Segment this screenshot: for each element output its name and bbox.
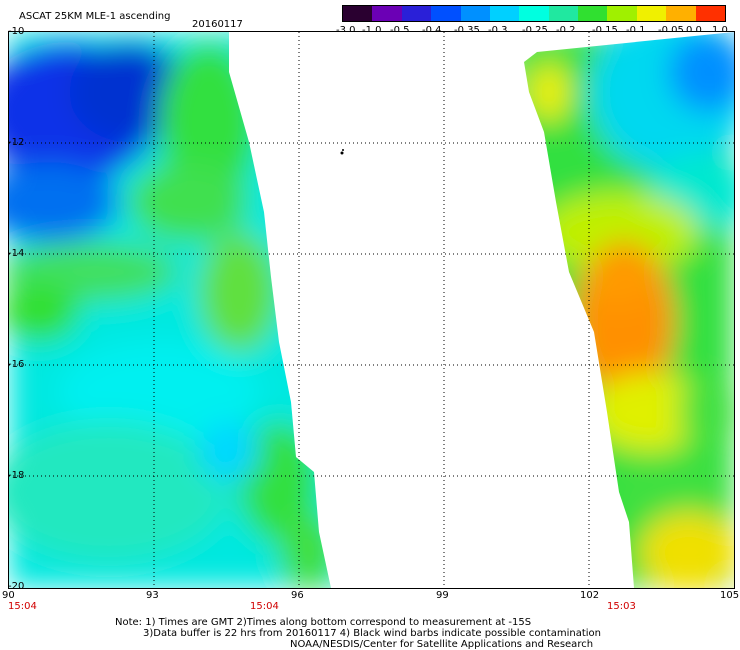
color-scale-segment [695,6,726,21]
swath-region [9,422,229,562]
color-scale-tick-label: -0.15 [592,25,618,36]
product-date: 20160117 [192,19,243,30]
color-scale-tick-label: -0.3 [488,25,508,36]
color-scale-tick-label: 0.0 [686,25,702,36]
color-scale-bar [342,5,726,22]
color-scale-tick-label: -0.4 [422,25,442,36]
color-scale-tick-label: -1.0 [362,25,382,36]
lon-label-99: 99 [436,590,449,601]
map-canvas [9,32,734,588]
lon-label-102: 102 [580,590,600,601]
high-wind-region [589,372,709,452]
wind-map-panel [8,31,735,589]
high-wind-region [639,512,734,588]
color-scale-segment [431,6,462,21]
note-line-2: 3)Data buffer is 22 hrs from 20160117 4)… [143,628,601,639]
color-scale-segment [460,6,491,21]
color-scale-segment [636,6,667,21]
color-scale-tick-label: 1.0 [712,25,728,36]
color-scale-segment [343,6,373,21]
moderate-wind-region [9,282,79,342]
moderate-wind-region [609,462,729,522]
color-scale-tick-label: -0.25 [522,25,548,36]
lat-label-20: -20 [8,581,25,592]
swath-region [199,422,259,482]
color-scale-tick-label: -0.1 [626,25,646,36]
high-wind-region [539,192,699,272]
product-title: ASCAT 25KM MLE-1 ascending [19,11,171,22]
moderate-wind-region [129,162,249,242]
right-swath [524,32,734,588]
island-marker [342,149,344,151]
color-scale-segment [607,6,638,21]
low-wind-region [669,32,734,112]
lon-label-96: 96 [291,590,304,601]
lon-label-105: 105 [720,590,740,601]
color-scale-segment [666,6,697,21]
lon-label-93: 93 [146,590,159,601]
high-wind-region [529,62,569,122]
lat-label-10: -10 [8,26,25,37]
pass-time-1: 15:04 [8,601,37,612]
lat-label-16: -16 [8,359,25,370]
lon-label-90: 90 [2,590,15,601]
moderate-wind-region [199,232,279,352]
lat-label-12: -12 [8,137,25,148]
lat-label-14: -14 [8,248,25,259]
note-line-1: Note: 1) Times are GMT 2)Times along bot… [115,617,532,628]
moderate-wind-region [679,372,734,452]
color-scale-tick-label: -0.05 [658,25,684,36]
lat-label-18: -18 [8,470,25,481]
note-line-3: NOAA/NESDIS/Center for Satellite Applica… [290,639,594,650]
color-scale-segment [372,6,403,21]
color-scale-tick-label: -0.35 [454,25,480,36]
color-scale-tick-label: -0.5 [390,25,410,36]
low-wind-region [69,42,189,142]
swath-region [59,342,259,442]
low-wind-region [9,162,119,242]
color-scale-segment [548,6,579,21]
color-scale-tick-label: -3.0 [336,25,356,36]
left-swath [9,32,331,588]
island-marker [340,151,344,155]
pass-time-3: 15:03 [607,601,636,612]
color-scale-segment [489,6,520,21]
color-scale-segment [519,6,550,21]
color-scale-segment [401,6,432,21]
color-scale-tick-label: -0.2 [556,25,576,36]
color-scale-segment [578,6,608,21]
pass-time-2: 15:04 [250,601,279,612]
high-wind-region [584,257,654,307]
